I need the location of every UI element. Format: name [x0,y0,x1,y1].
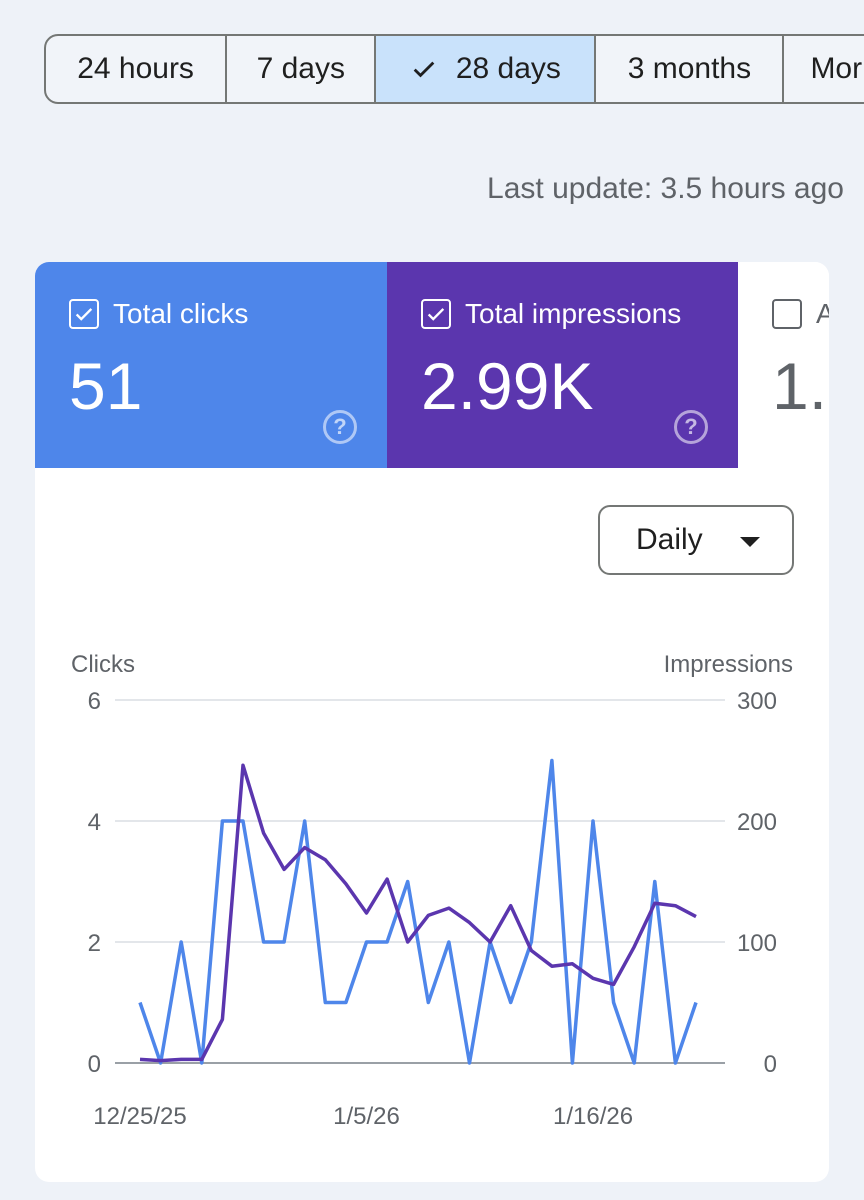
metric-value: 1. [772,349,828,423]
y-right-tick-label: 300 [737,688,777,715]
y-right-tick-label: 100 [737,930,777,957]
caret-down-icon [740,537,760,547]
date-range-selector: 24 hours 7 days 28 days 3 months Mor [44,34,864,104]
range-24-hours-button[interactable]: 24 hours [46,36,228,102]
metric-header: A [772,298,829,330]
check-icon [427,308,445,321]
average-metric-tile[interactable]: A 1. [738,262,829,468]
check-icon [75,308,93,321]
performance-chart: Clicks Impressions 0 2 4 6 0 100 200 300 12/25/… [71,651,793,1130]
range-7-days-button[interactable]: 7 days [227,36,377,102]
range-label: 24 hours [77,52,194,85]
metric-header: Total impressions [421,298,704,330]
y-left-tick-label: 2 [88,930,101,957]
range-28-days-button[interactable]: 28 days [376,36,597,102]
clicks-checkbox[interactable] [69,299,99,329]
range-more-button[interactable]: Mor [784,36,864,102]
y-axis-right-label: Impressions [664,651,793,678]
y-left-tick-label: 6 [88,688,101,715]
average-checkbox[interactable] [772,299,802,329]
total-clicks-tile[interactable]: Total clicks 51 ? [35,262,387,468]
total-impressions-tile[interactable]: Total impressions 2.99K ? [387,262,738,468]
last-update-text: Last update: 3.5 hours ago [487,172,844,205]
help-circle-icon[interactable]: ? [323,410,357,444]
clicks-series-line [138,758,698,1065]
y-right-tick-label: 200 [737,809,777,836]
metric-value: 2.99K [421,349,594,423]
help-circle-icon[interactable]: ? [674,410,708,444]
x-tick-label: 1/16/26 [553,1103,633,1130]
metric-header: Total clicks [69,298,353,330]
x-tick-label: 1/5/26 [333,1103,400,1130]
impressions-checkbox[interactable] [421,299,451,329]
range-label: 7 days [256,52,345,85]
metric-label: A [816,298,829,329]
y-left-tick-label: 4 [88,809,101,836]
range-3-months-button[interactable]: 3 months [596,36,785,102]
y-left-tick-label: 0 [88,1051,101,1078]
range-label: Mor [810,52,863,85]
x-tick-label: 12/25/25 [93,1103,186,1130]
y-axis-left-label: Clicks [71,651,135,678]
check-icon [413,61,435,78]
metric-label: Total clicks [113,298,249,329]
granularity-label: Daily [636,523,703,556]
range-label: 28 days [455,52,561,85]
impressions-series-line [139,763,697,1063]
performance-card: Total clicks 51 ? Total impressions 2.99… [35,262,829,1182]
range-label: 3 months [627,52,752,85]
metric-label: Total impressions [465,298,682,329]
y-right-tick-label: 0 [764,1051,777,1078]
metric-value: 51 [69,349,143,423]
granularity-dropdown[interactable]: Daily [598,505,794,575]
